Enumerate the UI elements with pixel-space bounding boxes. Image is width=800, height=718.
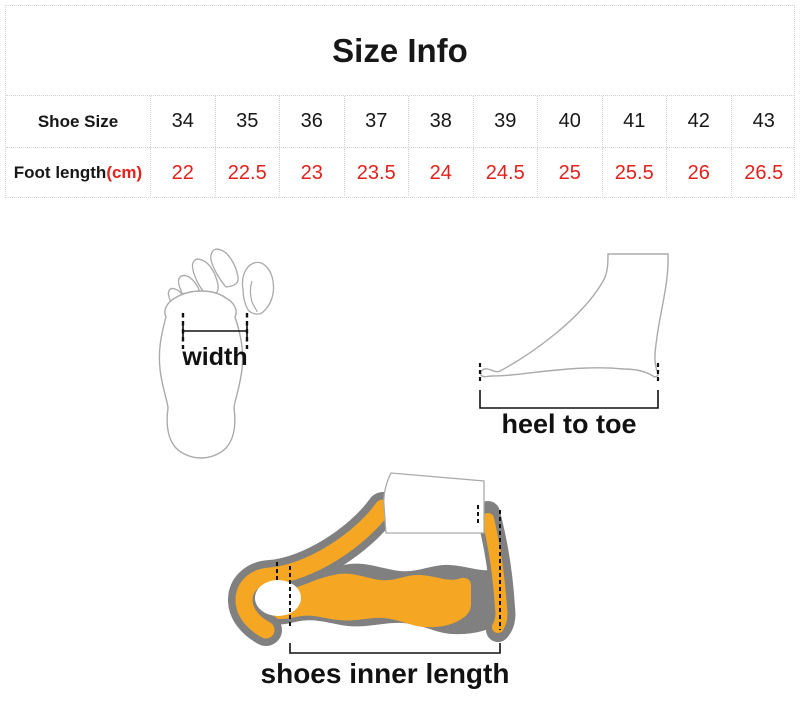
svg-text:heel to toe: heel to toe bbox=[501, 409, 636, 439]
svg-text:width: width bbox=[181, 343, 247, 371]
